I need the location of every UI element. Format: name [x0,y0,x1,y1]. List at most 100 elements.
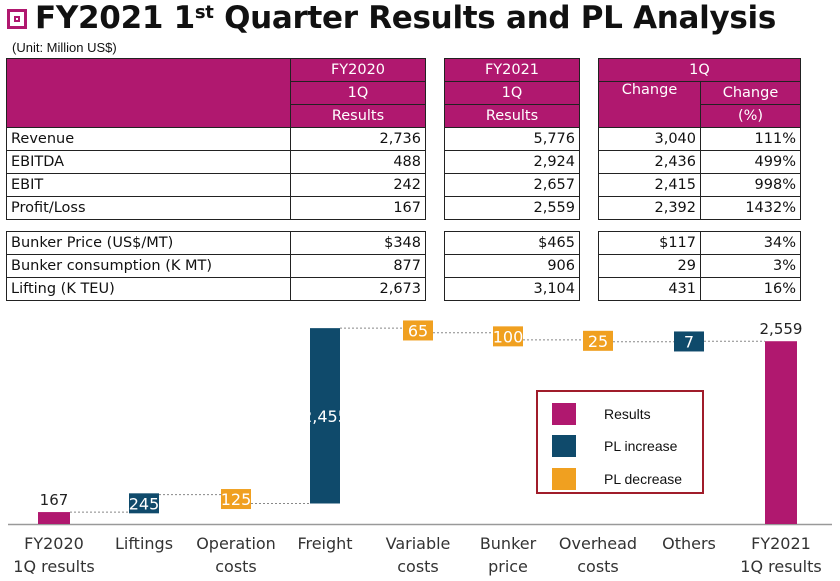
bar-decrease [403,320,433,341]
cell-fy2021: 3,104 [444,277,580,301]
cell-change: 3,040 [598,127,701,151]
table-row: Lifting (K TEU) 2,673 3,104 431 16% [6,277,801,301]
cell-pct: 34% [700,231,801,255]
results-table: FY2020 FY2021 1Q 1Q 1Q Change Change Res… [6,58,801,220]
page-title: FY2021 1st Quarter Results and PL Analys… [35,0,776,36]
legend-item-results: Results [552,402,651,426]
cell-change: $117 [598,231,701,255]
table-row: Profit/Loss 167 2,559 2,392 1432% [6,196,801,220]
category-label: costs [397,557,439,576]
row-label: Profit/Loss [6,196,291,220]
cell-change: 2,436 [598,150,701,174]
category-label: 1Q results [13,557,94,576]
category-label: costs [577,557,619,576]
bar-decrease [493,326,523,347]
category-label: price [488,557,528,576]
header-change: Change [598,81,701,128]
category-label: Others [662,534,716,553]
row-label: EBIT [6,173,291,197]
cell-pct: 16% [700,277,801,301]
cell-fy2020: 2,673 [290,277,426,301]
row-label: Revenue [6,127,291,151]
title-suffix: Quarter Results and PL Analysis [213,0,777,36]
legend-item-increase: PL increase [552,434,677,458]
category-label: FY2021 [751,534,811,553]
data-label: 125 [221,490,252,509]
cell-fy2020: 167 [290,196,426,220]
cell-fy2020: 2,736 [290,127,426,151]
cell-fy2020: $348 [290,231,426,255]
category-label: Overhead [559,534,637,553]
legend-label-results: Results [604,406,651,422]
category-label: costs [215,557,257,576]
unit-label: (Unit: Million US$) [12,40,117,55]
bar-results [765,341,797,524]
legend-item-decrease: PL decrease [552,467,682,491]
cell-pct: 1432% [700,196,801,220]
cell-fy2020: 488 [290,150,426,174]
cell-change: 2,415 [598,173,701,197]
title-icon [7,9,27,29]
header-fy2020-q: 1Q [290,81,426,105]
category-label: Liftings [115,534,173,553]
data-label: 7 [684,332,694,351]
category-label: Operation [196,534,276,553]
data-label: 65 [408,321,428,340]
cell-change: 431 [598,277,701,301]
data-label: 245 [129,494,160,513]
data-label: 100 [493,327,524,346]
row-label: Bunker Price (US$/MT) [6,231,291,255]
chart-legend: Results PL increase PL decrease [536,390,704,494]
data-label: 2,559 [760,320,803,338]
data-label: 25 [588,332,608,351]
title-prefix: FY2021 1 [35,0,195,36]
header-change-pct-unit: (%) [700,104,801,128]
header-fy2020-year: FY2020 [290,58,426,82]
bar-increase [129,493,159,514]
row-label: Bunker consumption (K MT) [6,254,291,278]
row-label: Lifting (K TEU) [6,277,291,301]
data-label: 2,455 [302,407,348,426]
legend-swatch-decrease [552,468,576,490]
category-label: Variable [386,534,451,553]
bar-results [38,512,70,524]
legend-swatch-results [552,403,576,425]
cell-pct: 111% [700,127,801,151]
category-label: FY2020 [24,534,84,553]
cell-change: 2,392 [598,196,701,220]
cell-fy2020: 242 [290,173,426,197]
table-row: Revenue 2,736 5,776 3,040 111% [6,127,801,151]
table-row: Bunker Price (US$/MT) $348 $465 $117 34% [6,231,801,255]
cell-fy2021: 906 [444,254,580,278]
bar-decrease [583,330,613,351]
category-label: Bunker [480,534,537,553]
bar-decrease [221,489,251,510]
cell-fy2020: 877 [290,254,426,278]
table-row: Bunker consumption (K MT) 877 906 29 3% [6,254,801,278]
cell-change: 29 [598,254,701,278]
header-blank [6,58,291,128]
legend-label-decrease: PL decrease [604,471,683,487]
cell-fy2021: $465 [444,231,580,255]
cell-pct: 3% [700,254,801,278]
header-fy2021-q: 1Q [444,81,580,105]
header-fy2021-year: FY2021 [444,58,580,82]
table-row: EBIT 242 2,657 2,415 998% [6,173,801,197]
header-1q-group: 1Q [598,58,801,82]
row-label: EBITDA [6,150,291,174]
waterfall-chart: 167 245 125 2,455 65 100 25 7 2,559 FY2020 1Q resu… [8,320,832,576]
cell-fy2021: 5,776 [444,127,580,151]
data-label: 167 [40,491,69,509]
cell-pct: 499% [700,150,801,174]
bar-increase [310,328,340,504]
category-label: 1Q results [740,557,821,576]
title-superscript: st [194,2,214,23]
operating-metrics-table: Bunker Price (US$/MT) $348 $465 $117 34%… [6,231,801,301]
legend-label-increase: PL increase [604,438,678,454]
cell-fy2021: 2,657 [444,173,580,197]
header-fy2020-results: Results [290,104,426,128]
header-change-pct: Change [700,81,801,105]
header-fy2021-results: Results [444,104,580,128]
category-label: Freight [297,534,352,553]
cell-fy2021: 2,924 [444,150,580,174]
